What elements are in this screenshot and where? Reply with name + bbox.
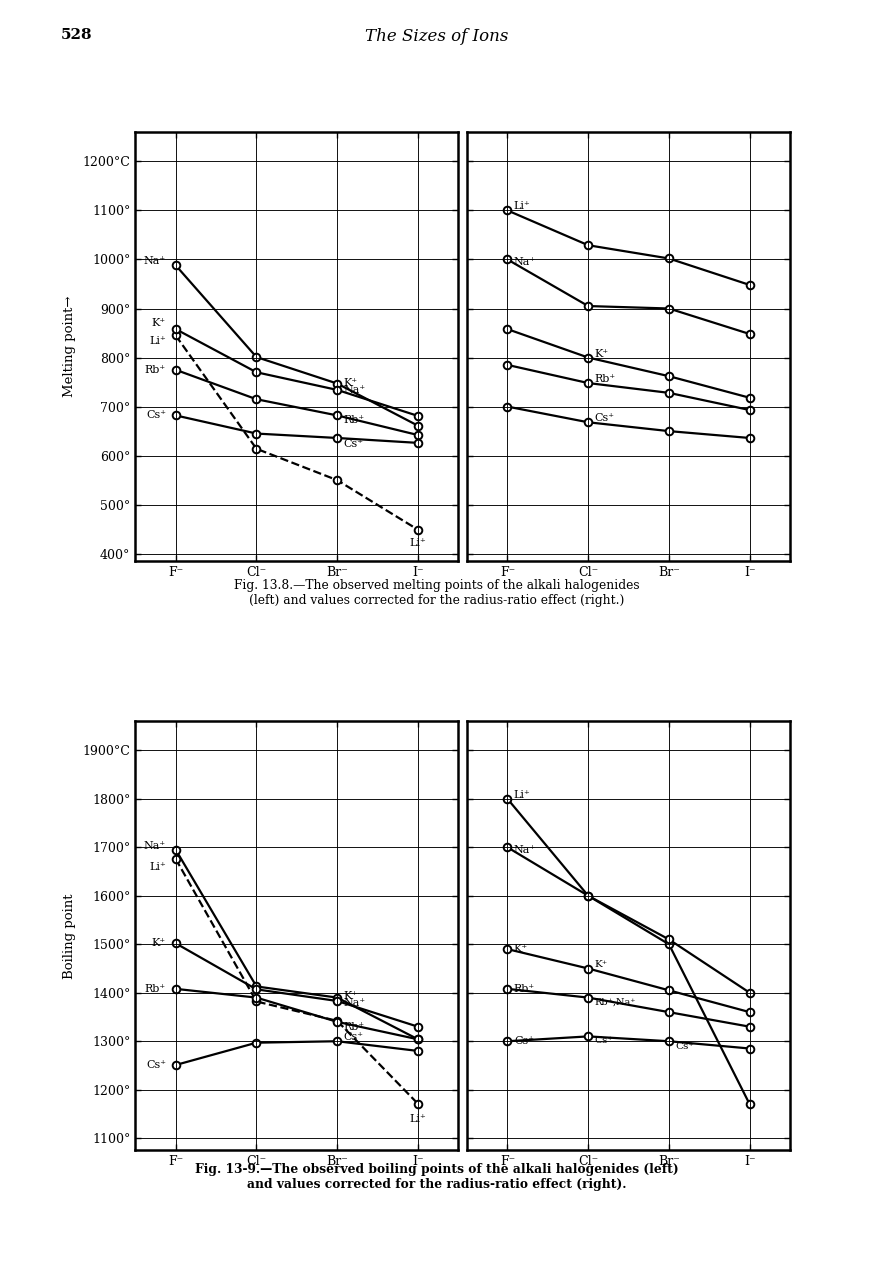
Text: Rb⁺: Rb⁺ [344, 1022, 365, 1031]
Text: Li⁺: Li⁺ [409, 538, 426, 548]
Text: Cs⁺: Cs⁺ [595, 414, 615, 423]
Text: Na⁺: Na⁺ [344, 998, 366, 1008]
Text: Na⁺: Na⁺ [344, 386, 366, 396]
Text: K⁺: K⁺ [595, 961, 608, 970]
Text: Na⁺: Na⁺ [514, 257, 536, 266]
Text: Rb⁺: Rb⁺ [514, 984, 535, 994]
Text: K⁺: K⁺ [344, 991, 358, 1002]
Y-axis label: Boiling point: Boiling point [63, 893, 76, 979]
Y-axis label: Melting point→: Melting point→ [63, 296, 76, 397]
Text: Rb⁺,Na⁺: Rb⁺,Na⁺ [595, 998, 636, 1007]
Text: Li⁺: Li⁺ [149, 862, 166, 871]
Text: Fig. 13-9.—The observed boiling points of the alkali halogenides (left)
and valu: Fig. 13-9.—The observed boiling points o… [195, 1163, 678, 1191]
Text: Cs⁺: Cs⁺ [595, 1036, 614, 1045]
Text: Cs⁺: Cs⁺ [146, 1059, 166, 1070]
Text: Na⁺: Na⁺ [144, 256, 166, 266]
Text: K⁺: K⁺ [152, 318, 166, 328]
Text: Rb⁺: Rb⁺ [145, 984, 166, 994]
Text: K⁺: K⁺ [595, 348, 608, 359]
Text: Rb⁺: Rb⁺ [145, 365, 166, 375]
Text: Li⁺: Li⁺ [149, 337, 166, 346]
Text: Cs⁺: Cs⁺ [676, 1041, 694, 1050]
Text: Cs⁺: Cs⁺ [514, 1036, 534, 1047]
Text: 528: 528 [61, 28, 93, 42]
Text: K⁺: K⁺ [514, 944, 528, 954]
Text: Li⁺: Li⁺ [514, 790, 531, 799]
Text: Na⁺: Na⁺ [514, 844, 536, 854]
Text: Rb⁺: Rb⁺ [595, 374, 615, 384]
Text: Cs⁺: Cs⁺ [344, 439, 364, 448]
Text: The Sizes of Ions: The Sizes of Ions [365, 28, 508, 45]
Text: Rb⁺: Rb⁺ [344, 415, 365, 425]
Text: K⁺: K⁺ [152, 938, 166, 948]
Text: K⁺: K⁺ [344, 378, 358, 388]
Text: Fig. 13.8.—The observed melting points of the alkali halogenides
(left) and valu: Fig. 13.8.—The observed melting points o… [234, 579, 639, 607]
Text: Li⁺: Li⁺ [409, 1114, 426, 1125]
Text: Na⁺: Na⁺ [144, 840, 166, 851]
Text: Li⁺: Li⁺ [514, 201, 531, 211]
Text: Cs⁺: Cs⁺ [344, 1032, 364, 1043]
Text: Cs⁺: Cs⁺ [146, 410, 166, 420]
